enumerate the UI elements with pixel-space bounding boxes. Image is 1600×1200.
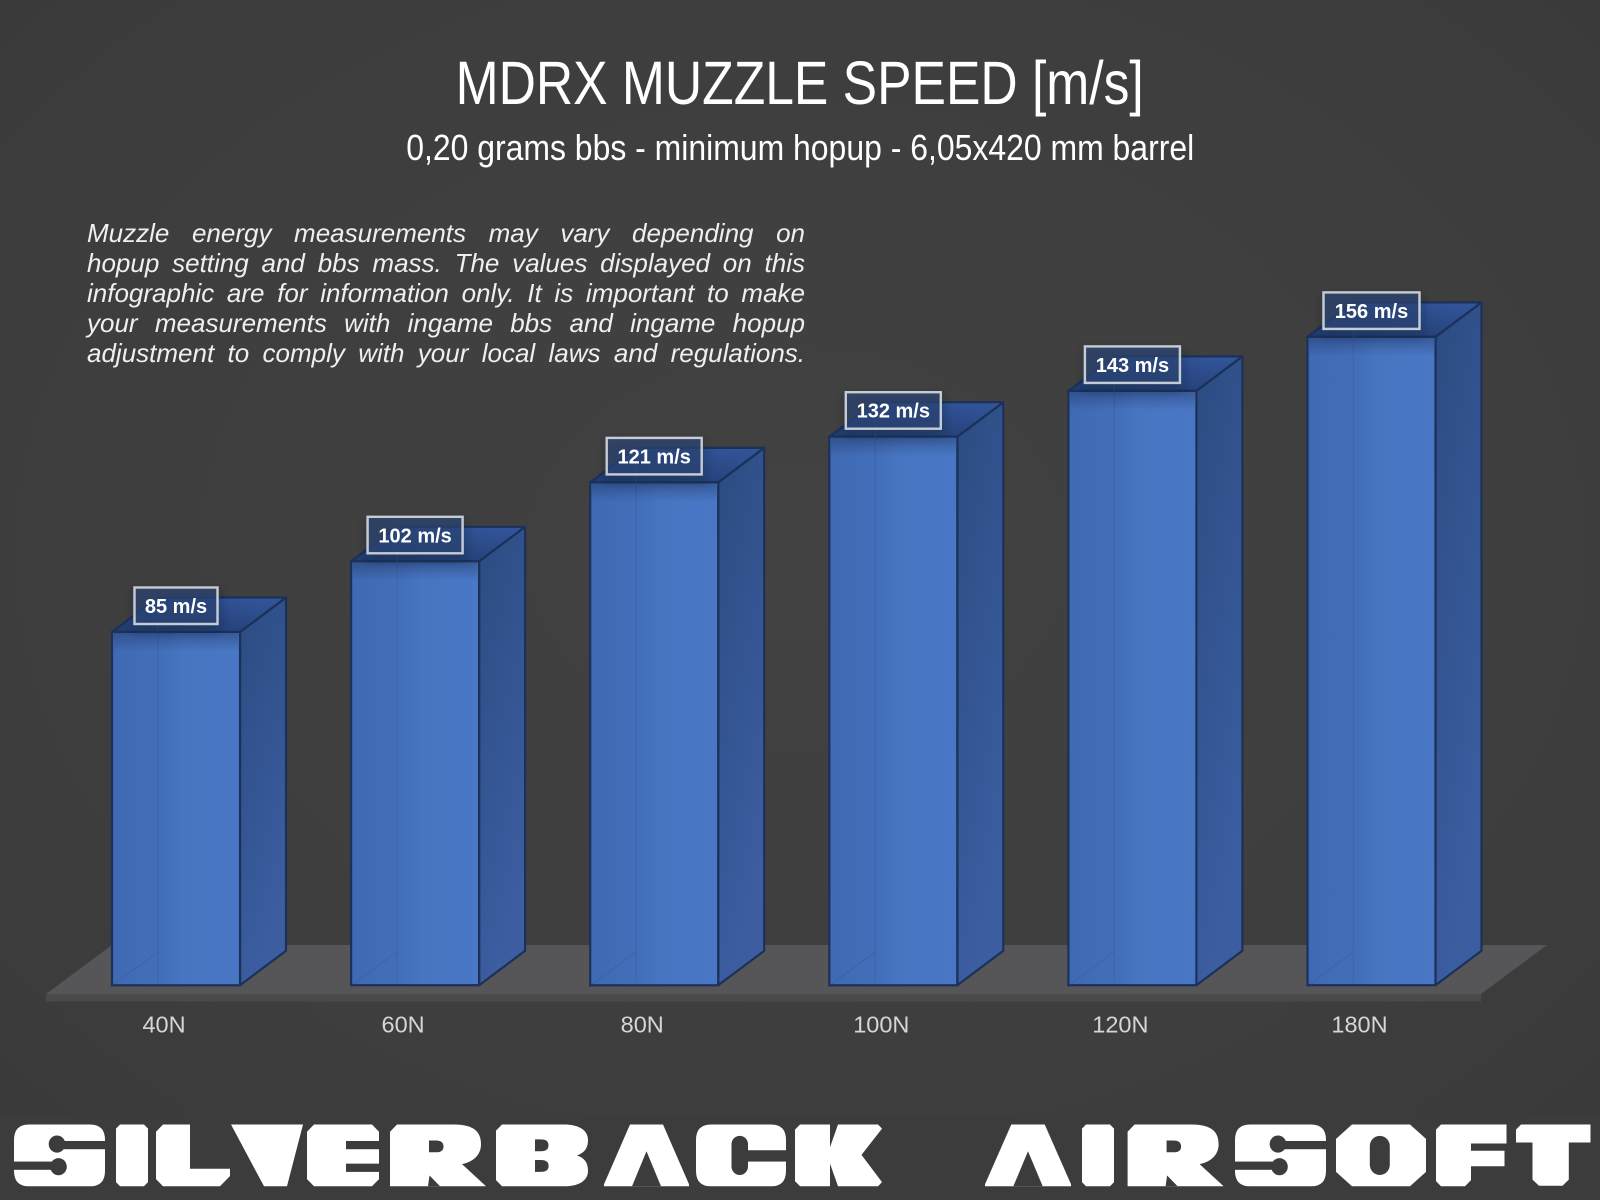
svg-text:60N: 60N xyxy=(382,1012,425,1038)
svg-text:120N: 120N xyxy=(1092,1012,1148,1038)
svg-text:156 m/s: 156 m/s xyxy=(1335,301,1408,323)
svg-text:80N: 80N xyxy=(621,1012,664,1038)
svg-text:85 m/s: 85 m/s xyxy=(145,596,207,618)
svg-text:143 m/s: 143 m/s xyxy=(1096,355,1169,377)
svg-text:40N: 40N xyxy=(142,1012,185,1038)
svg-text:121 m/s: 121 m/s xyxy=(618,446,691,468)
svg-text:102 m/s: 102 m/s xyxy=(378,525,451,547)
svg-text:100N: 100N xyxy=(853,1012,909,1038)
svg-text:180N: 180N xyxy=(1331,1012,1387,1038)
svg-text:132 m/s: 132 m/s xyxy=(857,401,930,423)
